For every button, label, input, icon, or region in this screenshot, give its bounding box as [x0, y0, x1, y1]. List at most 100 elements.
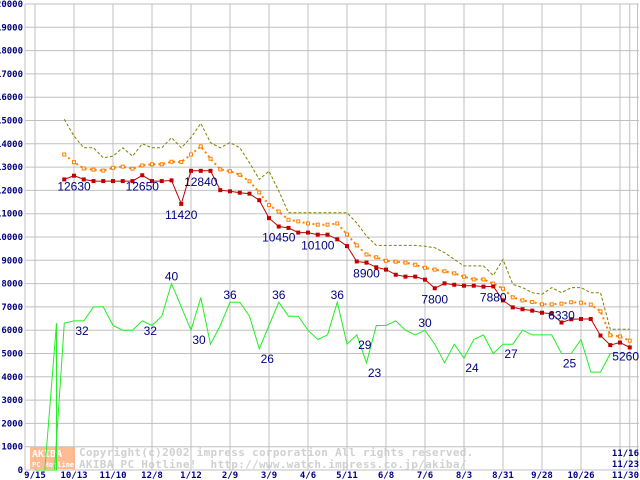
- data-label-count: 23: [368, 366, 382, 380]
- data-point-average: [520, 298, 525, 303]
- data-point-average: [189, 152, 193, 157]
- data-point-average: [501, 286, 505, 291]
- data-point-min: [374, 265, 379, 270]
- data-point-min: [267, 216, 271, 221]
- data-point-average: [286, 217, 291, 222]
- data-point-min: [579, 317, 583, 322]
- y-tick-label: 13000: [0, 163, 23, 173]
- data-point-average: [315, 222, 320, 227]
- data-point-average: [549, 302, 554, 307]
- data-point-average: [140, 163, 145, 168]
- data-point-min: [198, 168, 203, 173]
- copyright-text: Copyright(c)2002 impress corporation All…: [79, 446, 474, 459]
- data-point-average: [588, 302, 593, 307]
- y-tick-label: 15000: [0, 117, 23, 127]
- data-point-average: [72, 160, 76, 165]
- data-label-min: 11420: [165, 208, 198, 222]
- data-point-min: [286, 225, 291, 230]
- data-point-average: [364, 252, 369, 257]
- y-tick-label: 8000: [1, 280, 23, 290]
- data-point-average: [111, 165, 115, 170]
- data-point-average: [267, 203, 271, 208]
- data-point-average: [120, 164, 125, 169]
- y-tick-label: 5000: [1, 350, 23, 360]
- data-point-min: [393, 272, 398, 277]
- data-point-average: [101, 168, 106, 173]
- data-point-min: [501, 298, 505, 303]
- data-point-min: [627, 345, 632, 350]
- data-point-average: [432, 267, 437, 272]
- x-tick-label: 2/9: [222, 471, 238, 480]
- x-tick-label: 1/12: [180, 471, 202, 480]
- data-point-min: [471, 283, 476, 288]
- data-point-average: [130, 166, 135, 171]
- data-label-min: 12840: [184, 175, 218, 189]
- data-label-count: 36: [272, 288, 286, 302]
- data-label-min: 10100: [301, 239, 335, 253]
- data-label-count: 30: [418, 316, 432, 330]
- data-label-count: 40: [165, 270, 179, 284]
- data-point-average: [618, 334, 622, 339]
- data-point-average: [393, 259, 398, 264]
- data-point-min: [608, 343, 613, 348]
- data-point-min: [403, 274, 408, 279]
- data-point-average: [335, 221, 340, 226]
- series-line-count: [35, 282, 630, 471]
- data-point-average: [403, 260, 408, 265]
- data-point-average: [306, 221, 310, 226]
- data-point-min: [169, 178, 174, 183]
- data-point-min: [150, 179, 154, 184]
- watermark: AKIBA PC Hotline! Copyright(c)2002 impre…: [30, 446, 474, 471]
- data-point-average: [442, 269, 447, 274]
- site-url-text: AKIBA PC Hotline! http://www.watch.impre…: [79, 458, 467, 471]
- data-point-average: [345, 232, 349, 237]
- data-point-min: [111, 179, 115, 184]
- data-point-average: [81, 166, 86, 171]
- y-tick-label: 17000: [0, 70, 23, 80]
- data-point-min: [354, 259, 359, 264]
- data-point-min: [618, 340, 622, 345]
- y-tick-label: 4000: [1, 373, 23, 383]
- data-label-count: 36: [331, 288, 345, 302]
- data-point-average: [540, 302, 544, 307]
- x-tick-label: 4/6: [300, 471, 316, 480]
- data-point-min: [62, 177, 67, 182]
- data-point-average: [325, 222, 330, 227]
- x-tick-label: 11/16: [612, 449, 639, 459]
- y-tick-label: 11000: [0, 210, 23, 220]
- data-point-min: [530, 308, 535, 313]
- data-point-min: [520, 307, 525, 312]
- data-point-min: [91, 179, 96, 184]
- y-tick-label: 16000: [0, 93, 23, 103]
- y-tick-label: 2000: [1, 419, 23, 429]
- data-point-min: [462, 283, 466, 288]
- data-point-min: [315, 232, 320, 237]
- data-point-average: [530, 300, 535, 305]
- data-label-count: 25: [563, 357, 577, 371]
- data-point-average: [159, 162, 164, 167]
- data-point-average: [374, 255, 379, 260]
- data-label-count: 26: [261, 352, 275, 366]
- data-point-min: [228, 189, 232, 194]
- data-label-min: 5260: [612, 349, 639, 363]
- data-label-count: 29: [358, 338, 372, 352]
- data-point-average: [150, 162, 154, 167]
- data-point-average: [413, 262, 418, 267]
- y-tick-label: 14000: [0, 140, 23, 150]
- data-point-min: [491, 284, 496, 289]
- data-point-min: [247, 191, 252, 196]
- data-point-average: [598, 309, 603, 314]
- data-point-min: [335, 237, 340, 242]
- data-point-min: [120, 179, 125, 184]
- y-tick-label: 6000: [1, 326, 23, 336]
- data-point-min: [218, 188, 223, 193]
- data-label-min: 12650: [126, 179, 160, 193]
- data-point-min: [549, 311, 554, 316]
- x-tick-label: 12/8: [141, 471, 163, 480]
- data-label-min: 7880: [480, 290, 507, 304]
- data-point-average: [559, 301, 564, 306]
- data-point-average: [179, 159, 184, 164]
- x-tick-label: 11/23: [612, 460, 639, 470]
- y-tick-label: 19000: [0, 23, 23, 33]
